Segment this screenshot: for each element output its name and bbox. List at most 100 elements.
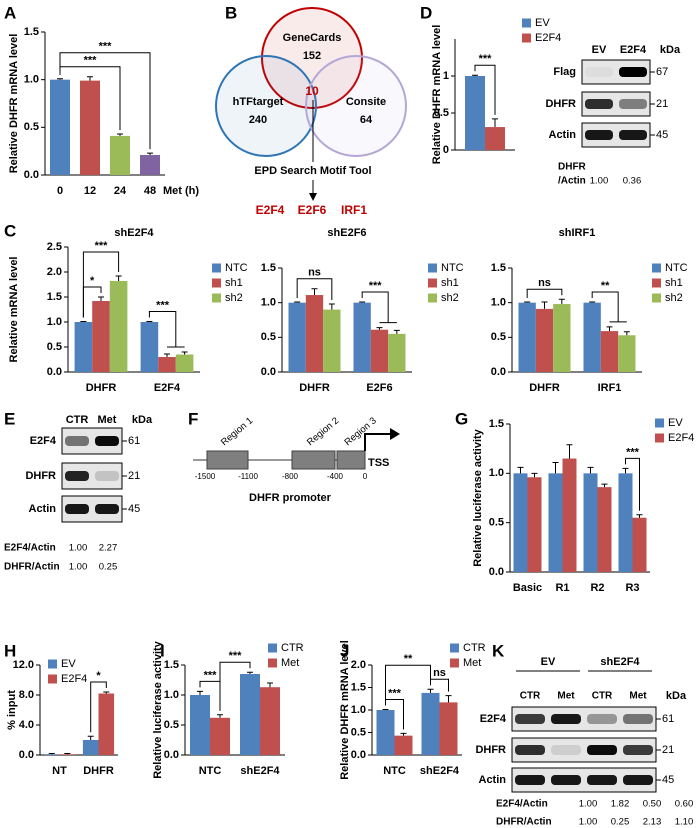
error-bar	[87, 735, 94, 740]
unit-label: kDa	[660, 44, 681, 56]
x-tick-label: 24	[114, 185, 127, 197]
x-tick-label: IRF1	[598, 382, 622, 394]
chart-title: shE2F6	[327, 227, 366, 239]
legend-swatch	[48, 659, 57, 669]
x-tick-label: shE2F4	[420, 765, 460, 777]
legend-swatch	[212, 263, 221, 273]
bar	[190, 695, 210, 755]
bar	[92, 301, 110, 372]
significance-label: *	[90, 275, 95, 287]
tss-arrow	[364, 433, 392, 451]
position-label: 0	[363, 472, 368, 481]
y-tick-label: 2.0	[47, 266, 62, 278]
panel-label: A	[4, 3, 16, 22]
legend-label: sh2	[225, 292, 243, 304]
tool-name: EPD Search Motif Tool	[254, 165, 371, 177]
error-bar	[400, 732, 407, 736]
x-tick-label: E2F6	[366, 382, 392, 394]
bar	[513, 473, 528, 572]
bar	[175, 354, 194, 372]
bar	[210, 717, 230, 755]
kda-label: 21	[128, 470, 140, 482]
significance-bracket	[59, 52, 151, 150]
error-bar	[146, 321, 153, 322]
y-tick-label: 1.5	[164, 659, 179, 671]
legend-label: sh2	[665, 292, 683, 304]
legend-label: EV	[668, 417, 683, 429]
error-bar	[492, 118, 498, 128]
error-bar	[636, 514, 643, 518]
significance-bracket	[148, 311, 185, 348]
error-bar	[197, 690, 203, 695]
blot-band	[515, 714, 545, 724]
ratio-value: 1.00	[579, 799, 598, 810]
y-tick-label: 0.5	[489, 517, 504, 529]
bar	[632, 517, 647, 572]
bar	[80, 80, 100, 175]
y-tick-label: 0	[443, 144, 449, 156]
ratio-label: DHFR/Actin	[496, 817, 552, 828]
y-tick-label: 0.5	[24, 121, 39, 133]
position-label: -1100	[238, 472, 258, 481]
bar	[110, 135, 130, 175]
blot-band	[623, 775, 653, 785]
venn-set-count: 152	[303, 50, 321, 62]
significance-label: ***	[204, 669, 218, 681]
blot-band	[65, 436, 89, 446]
significance-label: ***	[229, 650, 243, 662]
legend-swatch	[428, 263, 437, 273]
kda-label: 67	[656, 66, 668, 78]
row-label: Actin	[479, 774, 507, 786]
error-bar	[247, 671, 253, 674]
blot-band	[95, 504, 119, 514]
legend-swatch	[268, 643, 277, 653]
y-axis-label: % input	[6, 690, 18, 730]
lane-label: Met	[557, 691, 575, 702]
ratio-value: 1.00	[69, 543, 88, 554]
y-tick-label: 1.5	[24, 26, 39, 38]
bar	[158, 357, 176, 372]
lane-label: CTR	[520, 691, 541, 702]
y-tick-label: 12.0	[13, 659, 34, 671]
significance-label: ns	[308, 267, 321, 279]
error-bar	[87, 76, 93, 81]
position-label: -400	[327, 472, 344, 481]
y-tick-label: 1.5	[491, 262, 506, 274]
y-tick-label: 1.0	[351, 704, 366, 716]
kda-label: 45	[128, 503, 140, 515]
x-tick-label: R3	[625, 582, 639, 594]
y-tick-label: 0.5	[261, 331, 276, 343]
lane-label: Met	[98, 414, 117, 426]
error-bar	[147, 152, 153, 155]
panel-label: H	[4, 641, 16, 660]
blot-band	[515, 745, 545, 755]
bar	[288, 302, 306, 372]
y-tick-label: 2.5	[47, 241, 62, 253]
legend-label: sh2	[441, 292, 459, 304]
bar	[353, 302, 371, 372]
region-label: Region 3	[342, 415, 378, 448]
legend-swatch	[522, 33, 531, 43]
kda-label: 61	[128, 435, 140, 447]
significance-label: ***	[95, 240, 109, 252]
bar	[394, 735, 413, 755]
y-tick-label: 0.0	[47, 366, 62, 378]
blot-band	[587, 775, 617, 785]
ratio-label: DHFR	[558, 162, 587, 173]
promoter-title: DHFR promoter	[249, 492, 332, 504]
legend-label: CTR	[463, 642, 486, 654]
panel-label: C	[4, 221, 16, 240]
panel-label: E	[4, 409, 15, 428]
x-tick-label: NT	[52, 765, 67, 777]
bar	[527, 477, 542, 572]
error-bar	[427, 688, 434, 693]
bar	[50, 79, 70, 175]
x-tick-label: NTC	[199, 765, 222, 777]
ratio-value: 0.36	[623, 176, 642, 187]
ratio-label: /Actin	[558, 176, 586, 187]
significance-label: ***	[99, 41, 113, 53]
blot-band	[65, 471, 89, 481]
legend-swatch	[428, 293, 437, 303]
panel-label: K	[492, 641, 505, 660]
legend-label: NTC	[665, 262, 688, 274]
